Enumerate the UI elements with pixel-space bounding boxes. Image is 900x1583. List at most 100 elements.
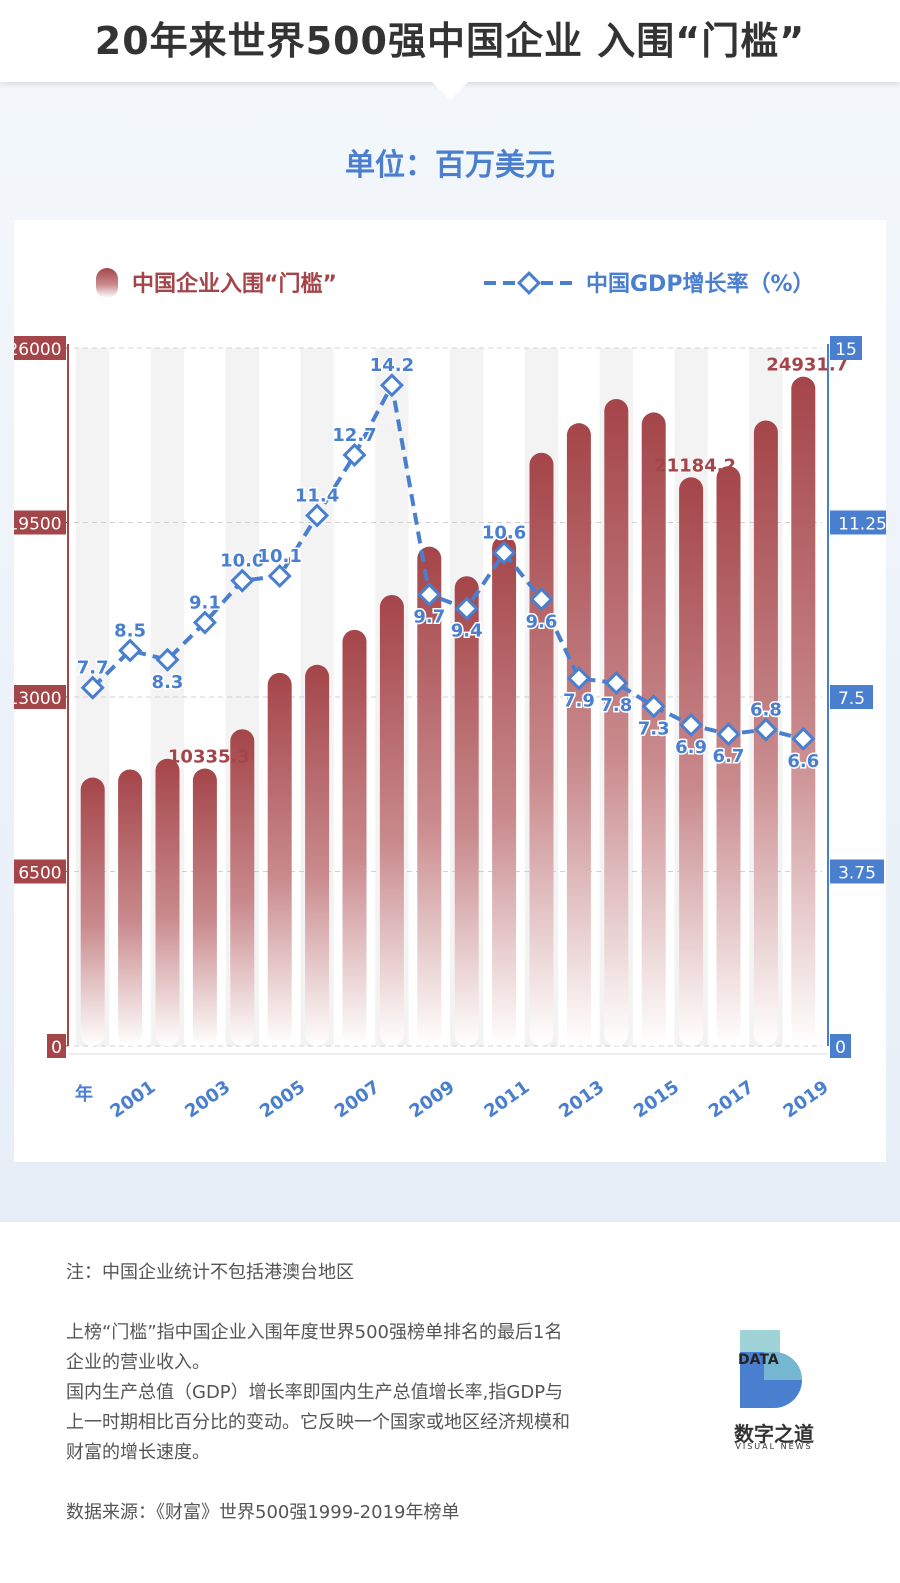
- gdp-value-label: 10.0: [220, 551, 264, 572]
- gdp-point: [753, 717, 778, 742]
- note-stats-scope: 注：中国企业统计不包括港澳台地区: [66, 1262, 354, 1283]
- legend-bar-swatch: [96, 268, 118, 298]
- left-tick-label: 26000: [14, 340, 62, 360]
- left-tick-box: [14, 336, 66, 360]
- gdp-value-label: 9.4: [451, 621, 483, 642]
- title-pointer: [432, 82, 468, 100]
- gdp-value-label: 11.4: [295, 486, 339, 507]
- gdp-value-label: 7.3: [638, 718, 670, 739]
- gdp-value-label: 6.7: [713, 746, 745, 767]
- left-tick-box: [14, 859, 66, 884]
- combo-chart: 10335.321184.224931.72600019500130006500…: [14, 268, 886, 1123]
- right-tick-label: 11.25: [838, 515, 886, 535]
- gdp-point: [492, 540, 517, 565]
- logo-badge-text: DATA: [738, 1352, 779, 1368]
- bar: [192, 768, 217, 1046]
- left-tick-box: [14, 685, 66, 709]
- logo-subtitle: VISUAL NEWS: [735, 1442, 813, 1451]
- chart-card: 10335.321184.224931.72600019500130006500…: [14, 220, 886, 1162]
- right-tick-label: 0: [835, 1038, 846, 1058]
- left-tick-box: [47, 1034, 66, 1058]
- x-tick-label: 2007: [331, 1077, 384, 1123]
- right-tick-label: 3.75: [838, 864, 876, 884]
- gdp-value-label: 6.6: [787, 751, 819, 772]
- note-threshold-line1: 上榜“门槛”指中国企业入围年度世界500强榜单排名的最后1名: [66, 1322, 563, 1343]
- gdp-point: [679, 712, 704, 737]
- gdp-value-label: 9.7: [413, 607, 445, 628]
- right-tick-label: 7.5: [838, 689, 865, 709]
- gdp-point: [305, 503, 330, 528]
- gdp-point: [454, 596, 479, 621]
- legend-bar-label: 中国企业入围“门槛”: [132, 271, 337, 297]
- left-tick-label: 19500: [14, 515, 62, 535]
- right-tick-box: [830, 1034, 851, 1058]
- gdp-point: [267, 563, 292, 589]
- gdp-point: [80, 675, 105, 700]
- brand-logo: DATA 数字之道 VISUAL NEWS: [724, 1330, 824, 1451]
- gdp-point: [716, 722, 741, 747]
- bar: [716, 466, 741, 1047]
- notes: 注：中国企业统计不包括港澳台地区 上榜“门槛”指中国企业入围年度世界500强榜单…: [66, 1258, 666, 1528]
- gdp-point: [641, 694, 666, 719]
- logo-d-icon: DATA: [738, 1330, 802, 1408]
- gdp-point: [118, 638, 143, 663]
- note-gdp-line3: 财富的增长速度。: [66, 1442, 210, 1463]
- bar: [342, 629, 367, 1046]
- bar-value-label: 10335.3: [168, 747, 250, 768]
- x-tick-label: 2013: [555, 1077, 608, 1123]
- unit-label: 单位：百万美元: [345, 148, 555, 183]
- legend-line-marker: [516, 270, 542, 296]
- gdp-value-label: 12.7: [332, 425, 376, 446]
- gdp-value-label: 6.8: [750, 700, 782, 721]
- gdp-point: [342, 443, 367, 468]
- bar: [791, 376, 816, 1046]
- gdp-value-label: 8.5: [114, 620, 146, 641]
- x-tick-label: 2009: [406, 1077, 459, 1123]
- right-tick-box: [830, 510, 886, 535]
- bar: [155, 758, 180, 1046]
- bar: [529, 452, 554, 1046]
- x-tick-label: 2005: [256, 1077, 309, 1123]
- right-tick-label: 15: [835, 340, 857, 360]
- gdp-point: [417, 582, 442, 607]
- x-tick-label: 2019: [780, 1077, 833, 1123]
- data-source: 数据来源：《财富》世界500强1999-2019年榜单: [66, 1502, 460, 1523]
- bar: [230, 729, 255, 1046]
- logo-name: 数字之道: [734, 1422, 814, 1446]
- x-tick-label: 2001: [106, 1077, 159, 1123]
- left-tick-label: 6500: [18, 864, 61, 884]
- gdp-point: [791, 726, 816, 751]
- bar: [417, 546, 442, 1046]
- title-bar: 20年来世界500强中国企业 入围“门槛”: [0, 0, 900, 82]
- right-tick-box: [830, 685, 873, 709]
- bar: [566, 423, 591, 1046]
- note-threshold-line2: 企业的营业收入。: [66, 1352, 210, 1373]
- gdp-value-label: 6.9: [675, 737, 707, 758]
- x-tick-label: 2015: [630, 1077, 683, 1123]
- bar: [379, 594, 404, 1046]
- bar: [305, 664, 330, 1046]
- gdp-point: [379, 373, 404, 398]
- gdp-point: [566, 666, 591, 691]
- legend-line-label: 中国GDP增长率（%）: [586, 271, 815, 297]
- gdp-value-label: 14.2: [370, 355, 414, 376]
- gdp-value-label: 8.3: [152, 672, 184, 693]
- gdp-point: [604, 671, 629, 696]
- gdp-line: [91, 383, 804, 741]
- gdp-point: [529, 587, 554, 612]
- bar: [604, 399, 629, 1046]
- left-tick-box: [14, 510, 66, 535]
- bar: [118, 769, 143, 1046]
- gdp-value-label: 7.9: [563, 690, 595, 711]
- note-gdp-line2: 上一时期相比百分比的变动。它反映一个国家或地区经济规模和: [66, 1412, 570, 1433]
- bar: [679, 477, 704, 1046]
- bar: [641, 412, 666, 1046]
- gdp-value-label: 10.1: [257, 546, 301, 567]
- left-tick-label: 0: [51, 1038, 62, 1058]
- bar: [80, 777, 105, 1046]
- page-title: 20年来世界500强中国企业 入围“门槛”: [94, 19, 806, 63]
- bar: [492, 535, 517, 1046]
- x-tick-label: 2017: [705, 1077, 758, 1123]
- gdp-point: [155, 647, 180, 672]
- gdp-value-label: 10.6: [482, 523, 526, 544]
